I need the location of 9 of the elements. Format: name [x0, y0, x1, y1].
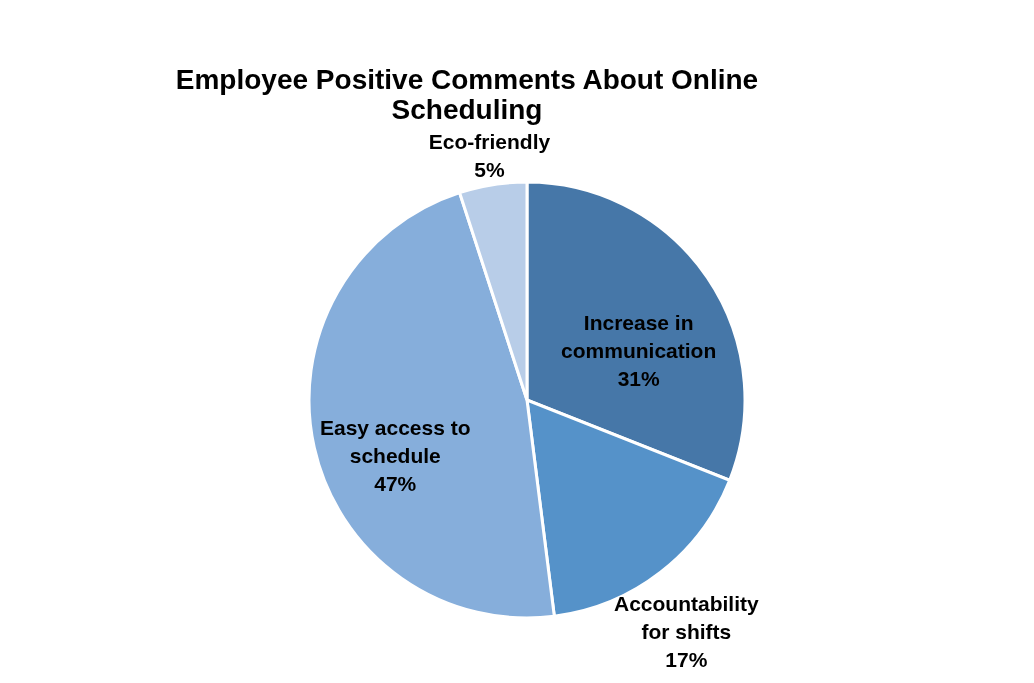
slice-label: Easy access to schedule: [319, 416, 471, 468]
data-label: 17%: [665, 648, 708, 672]
data-label: 5%: [474, 157, 505, 181]
slice-label: Accountability for shifts: [614, 592, 760, 644]
slice-label: Increase in communication: [561, 311, 717, 363]
chart-title: Employee Positive Comments About Online Scheduling: [175, 64, 759, 125]
data-label: 31%: [617, 367, 660, 391]
data-label: 47%: [374, 472, 417, 496]
slice-label: Eco-friendly: [428, 129, 551, 153]
